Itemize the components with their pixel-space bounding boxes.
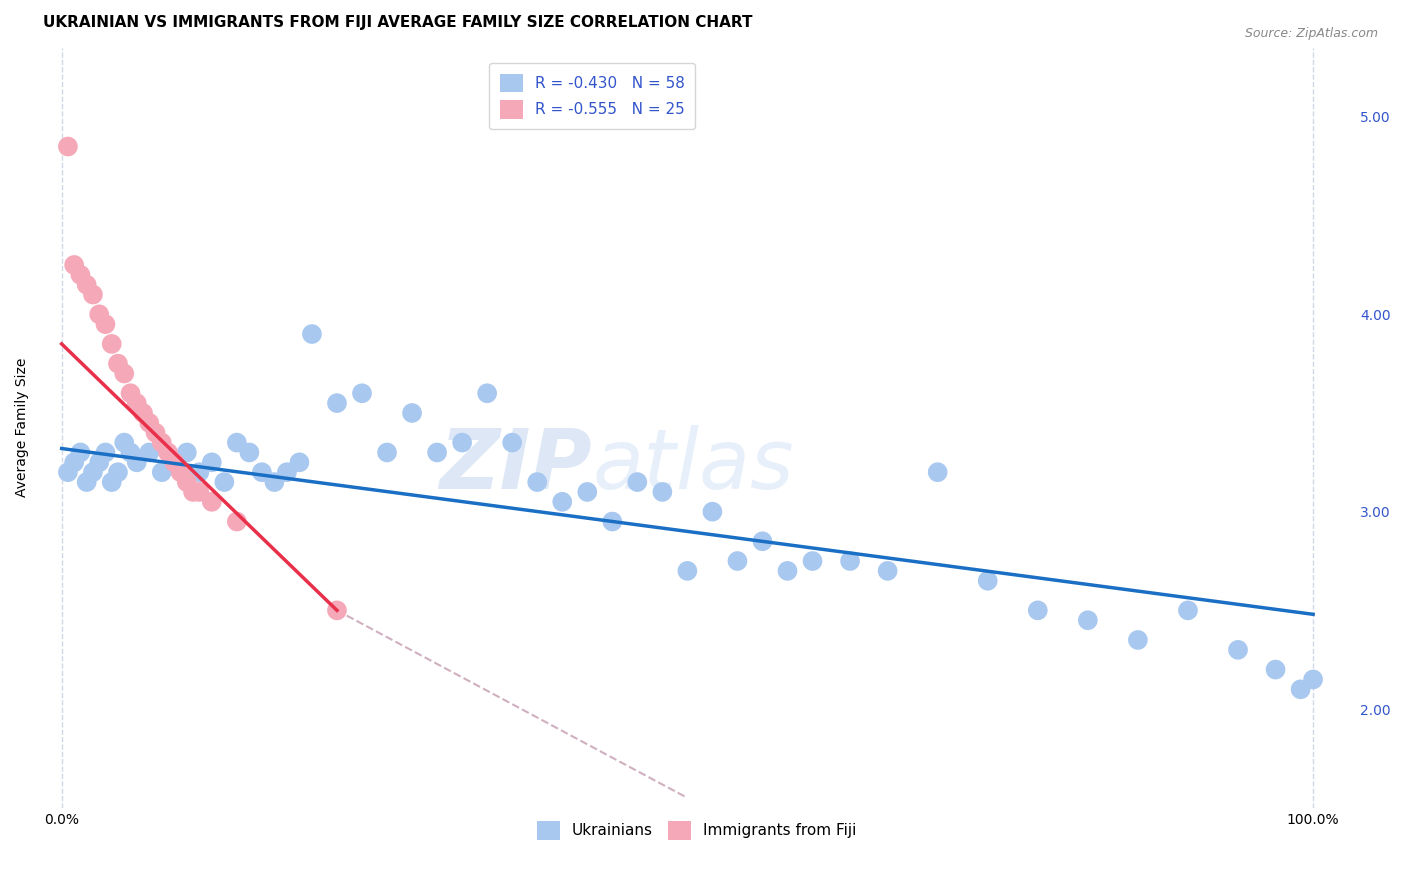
Point — [89, 307, 111, 321]
Text: atlas: atlas — [592, 425, 794, 507]
Text: Source: ZipAtlas.com: Source: ZipAtlas.com — [1244, 27, 1378, 40]
Point — [977, 574, 1000, 588]
Point — [82, 287, 104, 301]
Point — [326, 603, 349, 617]
Point — [839, 554, 862, 568]
Point — [1289, 682, 1312, 697]
Point — [250, 465, 273, 479]
Point — [301, 326, 323, 341]
Point — [626, 475, 648, 489]
Point — [751, 534, 773, 549]
Point — [169, 465, 191, 479]
Point — [181, 485, 204, 500]
Point — [201, 455, 224, 469]
Point — [238, 445, 260, 459]
Point — [107, 357, 129, 371]
Point — [188, 465, 211, 479]
Point — [1177, 603, 1199, 617]
Point — [201, 495, 224, 509]
Point — [112, 367, 135, 381]
Point — [63, 455, 86, 469]
Point — [1302, 673, 1324, 687]
Legend: Ukrainians, Immigrants from Fiji: Ukrainians, Immigrants from Fiji — [530, 815, 863, 846]
Point — [100, 337, 122, 351]
Point — [776, 564, 799, 578]
Point — [263, 475, 285, 489]
Point — [876, 564, 898, 578]
Point — [676, 564, 699, 578]
Point — [69, 445, 91, 459]
Point — [176, 475, 198, 489]
Point — [551, 495, 574, 509]
Point — [1077, 613, 1099, 627]
Point — [163, 455, 186, 469]
Point — [163, 455, 186, 469]
Point — [1026, 603, 1049, 617]
Point — [576, 485, 599, 500]
Point — [76, 277, 98, 292]
Point — [927, 465, 949, 479]
Point — [69, 268, 91, 282]
Point — [120, 445, 142, 459]
Point — [138, 416, 160, 430]
Point — [526, 475, 548, 489]
Point — [150, 465, 173, 479]
Point — [157, 445, 180, 459]
Point — [1227, 643, 1250, 657]
Text: UKRAINIAN VS IMMIGRANTS FROM FIJI AVERAGE FAMILY SIZE CORRELATION CHART: UKRAINIAN VS IMMIGRANTS FROM FIJI AVERAG… — [44, 15, 752, 30]
Point — [82, 465, 104, 479]
Point — [401, 406, 423, 420]
Point — [94, 317, 117, 331]
Point — [225, 515, 247, 529]
Point — [56, 465, 79, 479]
Point — [1126, 632, 1149, 647]
Point — [451, 435, 474, 450]
Text: ZIP: ZIP — [440, 425, 592, 507]
Point — [801, 554, 824, 568]
Point — [214, 475, 236, 489]
Point — [350, 386, 373, 401]
Point — [702, 505, 724, 519]
Point — [225, 435, 247, 450]
Point — [89, 455, 111, 469]
Point — [145, 425, 167, 440]
Point — [107, 465, 129, 479]
Point — [94, 445, 117, 459]
Point — [100, 475, 122, 489]
Point — [475, 386, 498, 401]
Point — [1264, 663, 1286, 677]
Point — [120, 386, 142, 401]
Point — [725, 554, 748, 568]
Point — [56, 139, 79, 153]
Point — [288, 455, 311, 469]
Point — [651, 485, 673, 500]
Point — [426, 445, 449, 459]
Point — [63, 258, 86, 272]
Point — [600, 515, 623, 529]
Point — [188, 485, 211, 500]
Y-axis label: Average Family Size: Average Family Size — [15, 358, 30, 498]
Point — [276, 465, 298, 479]
Point — [176, 445, 198, 459]
Point — [112, 435, 135, 450]
Point — [375, 445, 398, 459]
Point — [132, 406, 155, 420]
Point — [125, 455, 148, 469]
Point — [501, 435, 523, 450]
Point — [150, 435, 173, 450]
Point — [125, 396, 148, 410]
Point — [326, 396, 349, 410]
Point — [138, 445, 160, 459]
Point — [76, 475, 98, 489]
